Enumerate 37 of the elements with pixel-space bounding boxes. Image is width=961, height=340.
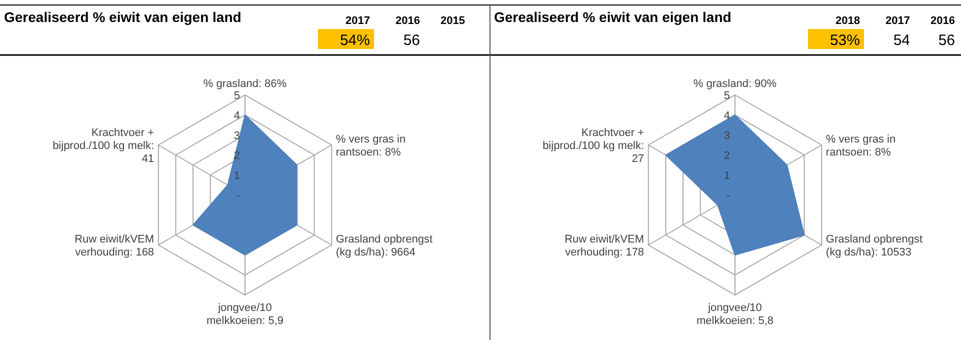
spoke-label: Krachtvoer + bijprod./100 kg melk: 27 — [542, 127, 644, 165]
category-label: 2016 — [930, 15, 955, 27]
y-tick-label: 2 — [234, 150, 240, 162]
category-label: 2016 — [396, 15, 420, 27]
category-label: 2017 — [346, 15, 370, 27]
text: Gerealiseerd % eiwit van eigen land — [494, 9, 732, 25]
spoke-label: jongvee/10 melkkoeien: 5,9 — [206, 302, 284, 327]
y-tick-label: 5 — [234, 90, 240, 102]
spoke-label: Ruw eiwit/kVEM verhouding: 178 — [564, 234, 644, 258]
text: 56 — [938, 32, 955, 49]
y-tick-label: 5 — [724, 90, 730, 102]
text: Gerealiseerd % eiwit van eigen land — [4, 9, 242, 25]
spoke-label: Grasland opbrengst (kg ds/ha): 9664 — [336, 234, 433, 258]
y-tick-label: 3 — [234, 130, 240, 142]
y-tick-label: 1 — [234, 170, 240, 182]
y-tick-label: 4 — [724, 110, 730, 122]
spoke-label: % grasland: 86% — [203, 78, 287, 90]
y-tick-label: 3 — [724, 130, 730, 142]
y-tick-label: - — [236, 190, 240, 202]
category-label: 2017 — [886, 15, 910, 27]
y-tick-label: 2 — [724, 150, 730, 162]
spoke-label: % vers gras in rantsoen: 8% — [336, 134, 406, 158]
text: 54% — [340, 32, 370, 49]
y-tick-label: 1 — [724, 170, 730, 182]
text: 53% — [830, 32, 860, 49]
text: 54 — [893, 32, 910, 49]
spoke-label: jongvee/10 melkkoeien: 5,8 — [696, 302, 774, 327]
category-label: 2015 — [440, 15, 465, 27]
spoke-label: Ruw eiwit/kVEM verhouding: 168 — [74, 234, 154, 258]
spoke-label: % grasland: 90% — [693, 78, 777, 90]
y-tick-label: 4 — [234, 110, 240, 122]
category-label: 2018 — [836, 15, 860, 27]
text: 56 — [403, 32, 420, 49]
spoke-label: Krachtvoer + bijprod./100 kg melk: 41 — [52, 127, 154, 165]
spoke-label: % vers gras in rantsoen: 8% — [826, 134, 896, 158]
y-tick-label: - — [726, 190, 730, 202]
spoke-label: Grasland opbrengst (kg ds/ha): 10533 — [826, 234, 923, 258]
